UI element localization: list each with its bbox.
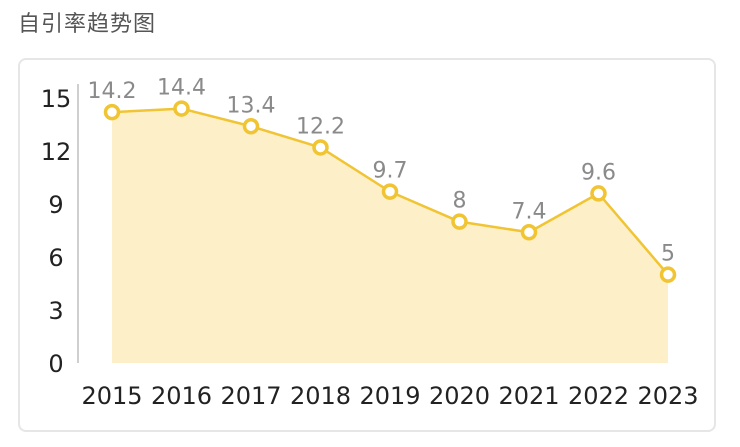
area-layer [112, 108, 668, 363]
y-tick-label: 15 [41, 85, 72, 113]
data-point [451, 213, 468, 230]
data-label-layer: 14.2 14.4 13.4 12.2 9.7 8 7.4 9.6 5 [88, 76, 675, 267]
data-point [242, 118, 260, 135]
y-tick-label: 9 [48, 191, 63, 219]
x-tick-label: 2022 [568, 382, 629, 410]
data-label: 14.4 [157, 76, 206, 101]
data-label: 8 [453, 189, 467, 214]
data-point [520, 224, 538, 241]
y-tick-labels: 0 3 6 9 12 15 [41, 85, 72, 378]
point-layer [103, 100, 677, 283]
data-point [590, 185, 607, 202]
data-label: 7.4 [512, 199, 547, 224]
x-tick-label: 2020 [429, 382, 490, 410]
x-tick-label: 2016 [151, 382, 212, 410]
data-label: 5 [661, 242, 675, 267]
y-tick-label: 3 [48, 297, 63, 325]
x-tick-label: 2021 [498, 382, 559, 410]
data-label: 9.6 [581, 160, 616, 185]
x-tick-labels: 2015 2016 2017 2018 2019 2020 2021 2022 2023 [81, 382, 698, 410]
y-tick-label: 0 [48, 350, 63, 378]
data-point [173, 100, 190, 117]
data-label: 9.7 [373, 159, 408, 184]
data-label: 13.4 [227, 93, 276, 118]
data-label: 12.2 [296, 114, 345, 139]
data-point [103, 103, 121, 121]
x-tick-label: 2018 [290, 382, 351, 410]
data-point [659, 266, 677, 283]
page-title: 自引率趋势图 [18, 12, 157, 37]
data-label: 14.2 [88, 79, 137, 104]
series-area [112, 108, 668, 363]
x-tick-label: 2017 [220, 382, 281, 410]
x-tick-label: 2015 [81, 382, 142, 410]
data-point [312, 139, 329, 156]
y-tick-label: 12 [41, 138, 72, 166]
x-tick-label: 2019 [359, 382, 420, 410]
y-tick-label: 6 [48, 244, 63, 272]
data-point [381, 183, 399, 200]
x-tick-label: 2023 [637, 382, 698, 410]
